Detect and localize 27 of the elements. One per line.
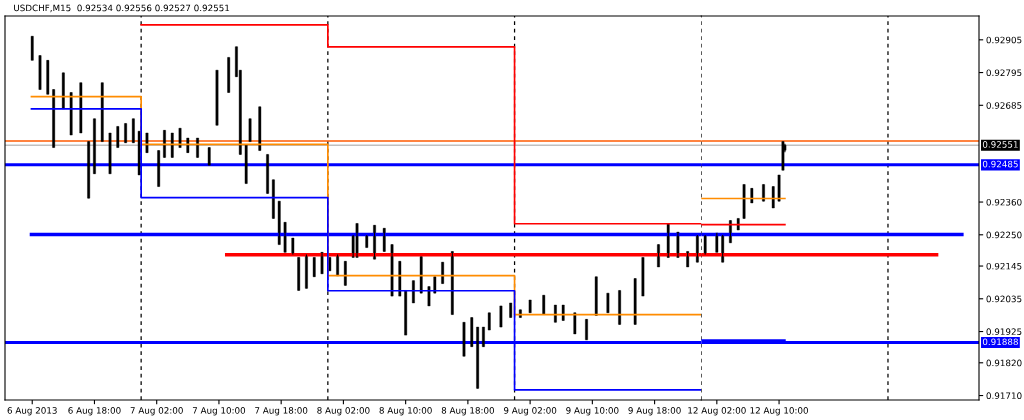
x-tick-label: 8 Aug 18:00 bbox=[441, 407, 495, 416]
x-tick-label: 9 Aug 10:00 bbox=[566, 407, 619, 416]
ref-line-label: 0.92485 bbox=[982, 160, 1018, 168]
x-tick-label: 9 Aug 18:00 bbox=[628, 407, 681, 416]
y-tick-label: 0.92145 bbox=[986, 262, 1022, 270]
x-tick-label: 6 Aug 2013 bbox=[7, 407, 57, 416]
ref-line-label: 0.91888 bbox=[982, 338, 1018, 346]
y-tick-label: 0.91925 bbox=[986, 328, 1022, 335]
chart-title: USDCHF,M15 0.92534 0.92556 0.92527 0.92551 bbox=[14, 4, 230, 13]
x-tick-label: 12 Aug 02:00 bbox=[688, 407, 746, 416]
y-tick-label: 0.92035 bbox=[986, 295, 1022, 303]
y-tick-label: 0.91820 bbox=[986, 359, 1022, 367]
y-tick-label: 0.92685 bbox=[986, 102, 1022, 109]
y-tick-label: 0.92905 bbox=[986, 36, 1022, 44]
x-tick-label: 12 Aug 10:00 bbox=[750, 407, 808, 416]
y-tick-label: 0.91710 bbox=[986, 392, 1022, 399]
x-tick-label: 8 Aug 10:00 bbox=[379, 407, 432, 416]
y-tick-label: 0.92795 bbox=[986, 69, 1022, 77]
y-tick-label: 0.92360 bbox=[986, 198, 1022, 206]
x-tick-label: 8 Aug 02:00 bbox=[317, 407, 370, 416]
x-tick-label: 9 Aug 02:00 bbox=[503, 407, 557, 416]
x-tick-label: 7 Aug 10:00 bbox=[192, 407, 246, 416]
ref-line-label: 0.92551 bbox=[982, 141, 1018, 148]
x-tick-label: 7 Aug 18:00 bbox=[255, 407, 308, 416]
x-tick-label: 6 Aug 18:00 bbox=[68, 407, 121, 416]
x-tick-label: 7 Aug 02:00 bbox=[130, 407, 183, 416]
y-tick-label: 0.92250 bbox=[986, 231, 1022, 239]
